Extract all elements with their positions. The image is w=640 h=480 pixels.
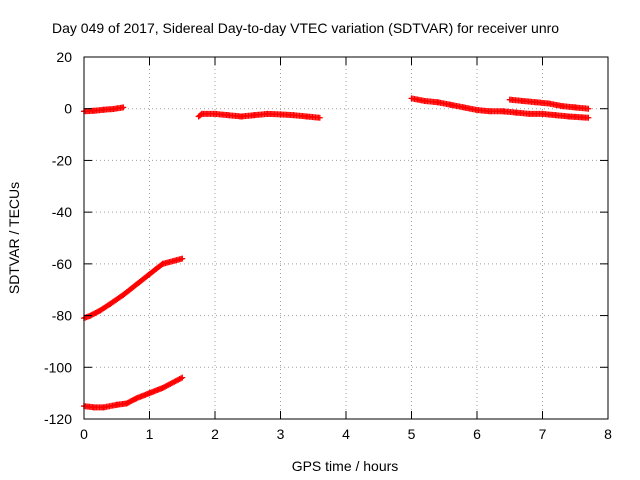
x-tick-label: 2 xyxy=(211,426,219,442)
data-series xyxy=(81,95,592,411)
grid xyxy=(84,57,608,419)
chart-title-group: Day 049 of 2017, Sidereal Day-to-day VTE… xyxy=(52,20,559,36)
series-seg-c xyxy=(81,374,186,411)
x-tick-label: 4 xyxy=(342,426,350,442)
y-tick-label: -60 xyxy=(52,256,72,272)
x-tick-label: 0 xyxy=(80,426,88,442)
y-tick-label: -80 xyxy=(52,308,72,324)
data-point xyxy=(585,114,592,121)
data-point xyxy=(177,375,184,382)
x-tick-label: 6 xyxy=(473,426,481,442)
y-tick-label: 20 xyxy=(56,49,72,65)
data-point xyxy=(179,374,186,381)
tick-labels: 0 1 2 3 4 5 6 7 8 20 0 -20 -40 -60 -80 -100 -120 xyxy=(44,49,612,442)
chart-title: Day 049 of 2017, Sidereal Day-to-day VTE… xyxy=(52,20,559,36)
data-point xyxy=(585,105,592,112)
y-tick-label: -20 xyxy=(52,152,72,168)
y-tick-label: 0 xyxy=(64,101,72,117)
data-point xyxy=(316,114,323,121)
y-tick-label: -40 xyxy=(52,204,72,220)
y-tick-label: -120 xyxy=(44,411,72,427)
data-point xyxy=(120,104,127,111)
data-point xyxy=(179,255,186,262)
series-seg-b xyxy=(81,255,186,322)
y-tick-label: -100 xyxy=(44,359,72,375)
x-tick-label: 7 xyxy=(539,426,547,442)
x-tick-label: 1 xyxy=(146,426,154,442)
series-seg-e xyxy=(408,95,592,121)
series-seg-d xyxy=(195,110,323,121)
axis-ticks xyxy=(83,56,609,420)
x-tick-label: 8 xyxy=(604,426,612,442)
y-axis-label: SDTVAR / TECUs xyxy=(6,182,22,294)
x-tick-label: 3 xyxy=(277,426,285,442)
x-axis-label: GPS time / hours xyxy=(292,458,399,474)
series-seg-a xyxy=(81,104,127,115)
series-seg-f xyxy=(506,96,592,112)
x-tick-label: 5 xyxy=(408,426,416,442)
